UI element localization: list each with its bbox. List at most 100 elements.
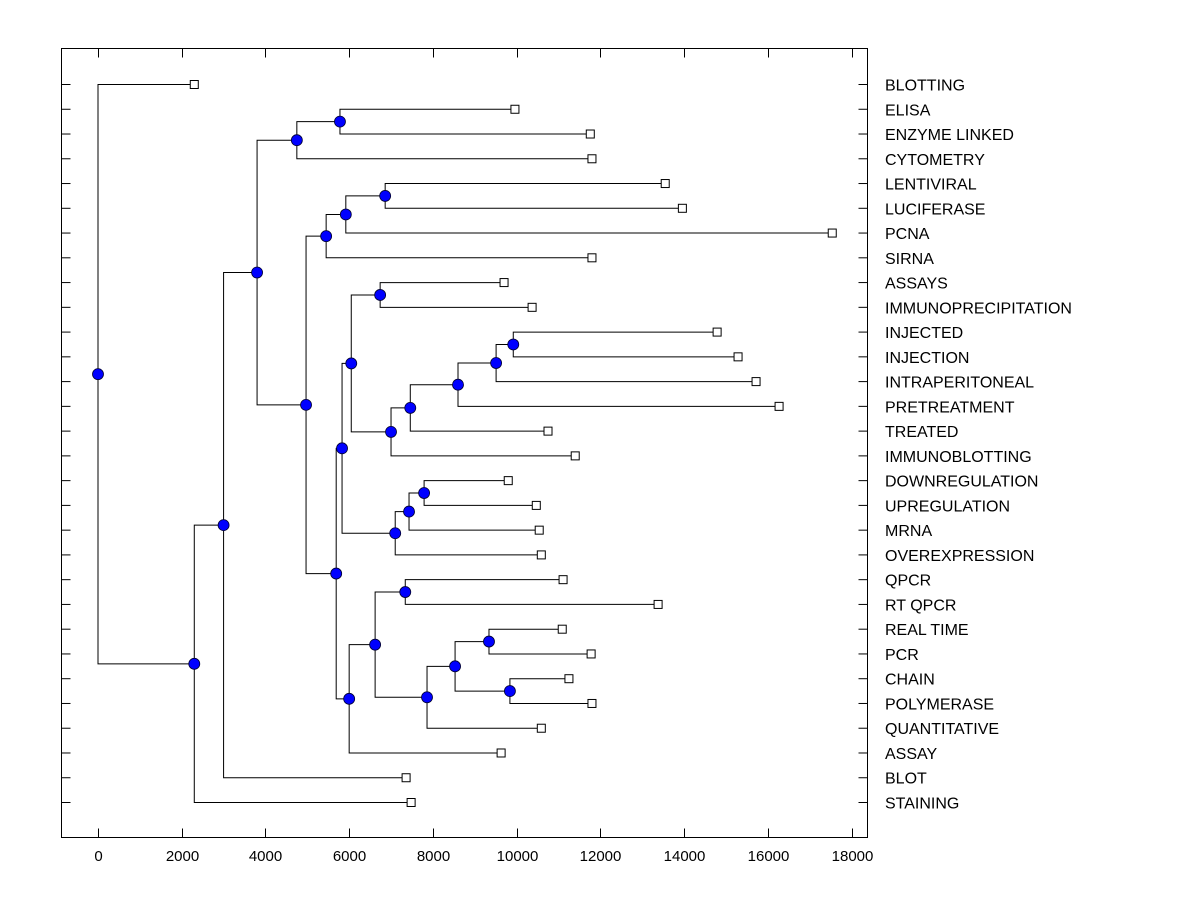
dendrogram-link bbox=[335, 447, 343, 574]
leaf-marker bbox=[712, 327, 722, 337]
cluster-node bbox=[399, 586, 412, 598]
dendrogram-link bbox=[339, 108, 515, 122]
leaf-marker bbox=[558, 575, 568, 585]
plot-frame bbox=[61, 48, 868, 838]
leaf-label: IMMUNOPRECIPITATION bbox=[885, 300, 1072, 317]
leaf-label: MRNA bbox=[885, 523, 932, 540]
y-ticks bbox=[61, 84, 868, 803]
dendrogram-link bbox=[509, 678, 569, 692]
cluster-node bbox=[452, 378, 464, 391]
x-tick-label: 6000 bbox=[333, 848, 366, 865]
dendrogram-link bbox=[97, 374, 195, 665]
dendrogram-link bbox=[454, 641, 489, 667]
cluster-node bbox=[343, 692, 356, 705]
cluster-node bbox=[92, 368, 104, 381]
dendrogram-link bbox=[457, 384, 780, 407]
leaf-label: QPCR bbox=[885, 573, 931, 590]
leaf-label: UPREGULATION bbox=[885, 498, 1010, 515]
leaf-label: INJECTED bbox=[885, 325, 963, 342]
leaf-marker bbox=[587, 154, 597, 164]
cluster-node bbox=[334, 115, 346, 128]
leaf-label: PRETREATMENT bbox=[885, 399, 1015, 416]
dendrogram-link bbox=[223, 272, 258, 526]
cluster-node bbox=[336, 442, 348, 455]
dendrogram-link bbox=[348, 644, 376, 699]
leaf-label: ELISA bbox=[885, 102, 931, 119]
leaf-label: ASSAY bbox=[885, 746, 938, 763]
leaf-marker bbox=[585, 129, 595, 139]
dendrogram-link bbox=[223, 525, 407, 779]
x-tick-label: 18000 bbox=[832, 848, 874, 865]
leaf-marker bbox=[587, 253, 597, 263]
dendrogram-link bbox=[256, 272, 307, 406]
dendrogram-link bbox=[423, 480, 509, 494]
leaf-label: DOWNREGULATION bbox=[885, 474, 1038, 491]
cluster-node bbox=[385, 425, 397, 438]
cluster-node bbox=[403, 505, 415, 518]
dendrogram-link bbox=[345, 214, 833, 234]
cluster-node bbox=[217, 519, 230, 532]
dendrogram-link bbox=[404, 592, 659, 605]
dendrogram-link bbox=[296, 140, 592, 160]
dendrogram-link bbox=[409, 384, 459, 408]
leaf-marker bbox=[534, 525, 544, 535]
cluster-node bbox=[490, 357, 502, 369]
leaf-label: BLOT bbox=[885, 771, 927, 788]
x-tick-label: 8000 bbox=[417, 848, 450, 865]
x-ticks: 0 2000 4000 6000 8000 10000 12000 14000 16000 180… bbox=[94, 48, 874, 865]
x-tick-label: 10000 bbox=[497, 848, 539, 865]
dendrogram-link bbox=[341, 362, 352, 449]
dendrogram-link bbox=[423, 493, 537, 506]
cluster-node bbox=[418, 487, 430, 499]
dendrogram-link bbox=[348, 698, 502, 754]
dendrogram-link bbox=[325, 236, 592, 259]
leaf-label: IMMUNOBLOTTING bbox=[885, 449, 1032, 466]
leaf-marker bbox=[496, 748, 506, 758]
leaf-marker bbox=[564, 674, 574, 684]
dendrogram-link bbox=[457, 362, 497, 385]
leaf-label: LUCIFERASE bbox=[885, 201, 985, 218]
dendrogram-link bbox=[325, 213, 346, 237]
leaf-label: CHAIN bbox=[885, 672, 935, 689]
x-tick-label: 4000 bbox=[249, 848, 282, 865]
dendrogram-link bbox=[426, 697, 542, 729]
leaf-marker bbox=[189, 80, 199, 89]
leaf-label: CYTOMETRY bbox=[885, 152, 985, 169]
cluster-node bbox=[421, 691, 433, 704]
x-tick-label: 14000 bbox=[664, 848, 706, 865]
leaf-label: BLOTTING bbox=[885, 78, 965, 95]
cluster-node bbox=[369, 638, 382, 651]
leaf-marker bbox=[827, 228, 837, 238]
dendrogram-link bbox=[390, 431, 576, 457]
dendrogram-link bbox=[512, 344, 739, 358]
leaf-marker bbox=[774, 401, 784, 411]
cluster-node bbox=[320, 230, 333, 243]
cluster-node bbox=[374, 289, 387, 301]
leaf-marker bbox=[499, 278, 509, 288]
x-tick-label: 0 bbox=[94, 848, 102, 865]
dendrogram-link bbox=[379, 294, 533, 308]
dendrogram-link bbox=[193, 524, 224, 664]
dendrogram-link bbox=[350, 294, 381, 364]
cluster-node bbox=[188, 657, 201, 670]
leaf-marker bbox=[503, 476, 513, 486]
cluster-node bbox=[379, 190, 392, 202]
dendrogram-link bbox=[495, 363, 757, 383]
dendrogram-link bbox=[426, 665, 456, 698]
leaf-marker bbox=[536, 723, 546, 733]
leaf-marker bbox=[557, 624, 567, 634]
leaf-label: POLYMERASE bbox=[885, 696, 994, 713]
leaf-marker bbox=[531, 500, 541, 510]
dendrogram-link bbox=[374, 591, 406, 645]
leaf-marker bbox=[527, 302, 537, 312]
leaf-label: QUANTITATIVE bbox=[885, 721, 999, 738]
leaf-marker bbox=[586, 649, 596, 659]
leaf-labels: BLOTTING ELISA ENZYME LINKED CYTOMETRY LENTI… bbox=[885, 78, 1072, 813]
dendrogram-link bbox=[394, 533, 542, 556]
dendrogram-link bbox=[379, 282, 505, 295]
leaf-markers bbox=[189, 80, 837, 807]
dendrogram-link bbox=[374, 644, 428, 698]
dendrogram-link bbox=[488, 641, 592, 655]
leaf-label: RT QPCR bbox=[885, 597, 956, 614]
x-tick-label: 2000 bbox=[166, 848, 199, 865]
